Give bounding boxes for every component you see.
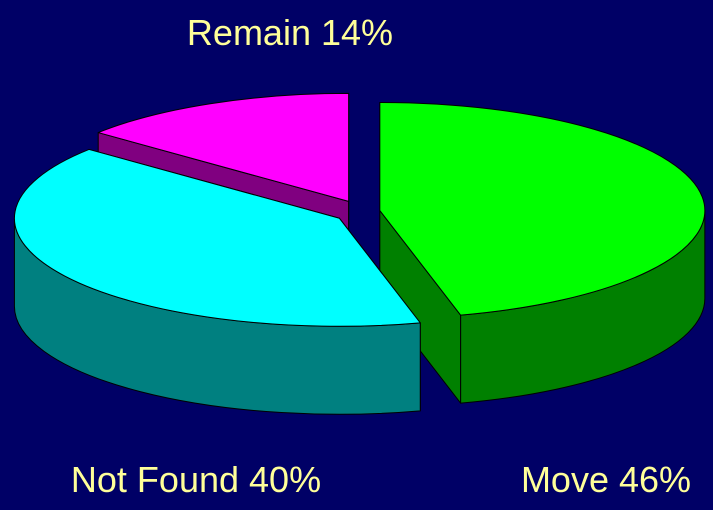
slice-label-value: 14%: [321, 12, 393, 53]
slice-label: Remain 14%: [187, 12, 393, 53]
slice-top: [379, 102, 706, 316]
slice-top: [97, 92, 350, 202]
slice-label-value: 46%: [619, 459, 691, 500]
slice-label-name: Not Found: [71, 459, 239, 500]
slice-label: Not Found 40%: [71, 459, 321, 500]
slice-label-name: Move: [521, 459, 609, 500]
slice-label-name: Remain: [187, 12, 311, 53]
slice-top: [13, 148, 421, 327]
slice-label: Move 46%: [521, 459, 691, 500]
slice-label-value: 40%: [249, 459, 321, 500]
slice: [379, 102, 706, 404]
slice: [13, 148, 421, 415]
